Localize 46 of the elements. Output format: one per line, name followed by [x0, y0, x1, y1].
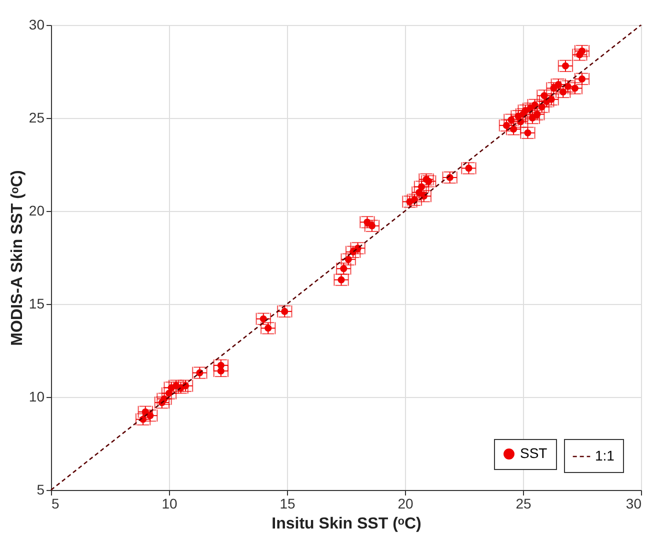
x-tick-label: 5: [52, 496, 60, 512]
point: [540, 92, 548, 100]
point: [528, 114, 536, 122]
y-axis-title: MODIS-A Skin SST (ᵒC): [8, 170, 26, 346]
y-tick-label: 10: [28, 388, 45, 404]
x-tick-label: 10: [162, 496, 178, 512]
point: [560, 88, 567, 96]
y-tick-label: 5: [36, 482, 45, 498]
point: [578, 48, 586, 55]
point: [548, 96, 555, 103]
x-tick-label: 25: [516, 496, 532, 512]
point: [264, 324, 272, 332]
y-tick-label: 20: [28, 202, 45, 218]
point: [562, 62, 570, 70]
point: [534, 110, 541, 118]
point: [338, 276, 345, 284]
x-tick-label: 15: [280, 496, 296, 512]
point: [260, 315, 267, 322]
point: [425, 178, 432, 185]
point: [524, 129, 532, 136]
point: [564, 82, 572, 90]
point: [418, 183, 426, 190]
point: [146, 412, 154, 420]
point: [281, 308, 288, 315]
point: [550, 84, 558, 92]
point: [368, 222, 376, 230]
point: [217, 362, 224, 369]
y-tick-label: 25: [28, 110, 45, 126]
point: [510, 126, 518, 133]
point: [465, 164, 472, 172]
x-tick-label: 30: [626, 496, 642, 512]
point: [538, 103, 546, 110]
y-tick-label: 15: [28, 296, 45, 312]
point: [554, 80, 562, 88]
legend-label: 1:1: [595, 448, 615, 464]
point: [344, 256, 352, 263]
point: [571, 84, 578, 92]
x-tick-label: 20: [398, 496, 414, 512]
point: [364, 218, 371, 226]
point: [502, 122, 510, 129]
point: [340, 265, 348, 272]
legend-label: SST: [520, 445, 548, 461]
point: [578, 75, 586, 82]
y-tick-label: 30: [28, 16, 45, 32]
x-axis-title: Insitu Skin SST (ᵒC): [272, 516, 422, 532]
point: [508, 116, 515, 124]
